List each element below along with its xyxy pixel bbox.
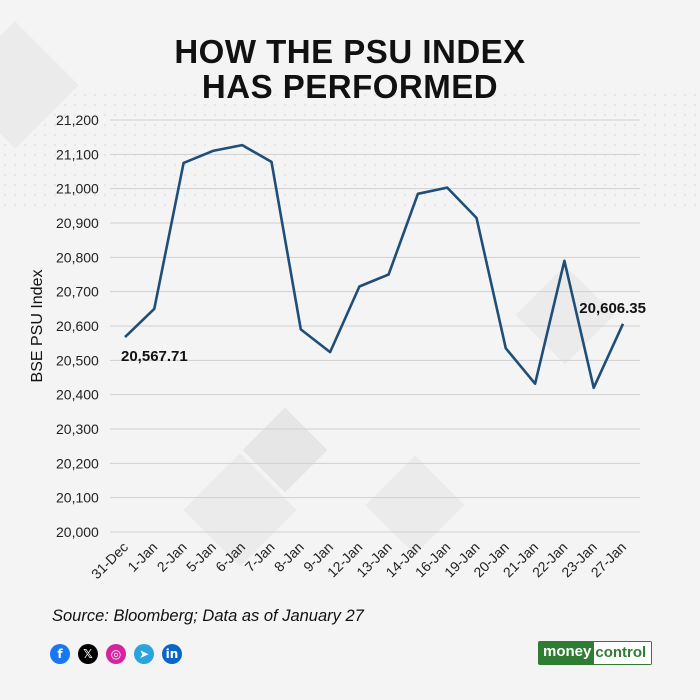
start-value-label: 20,567.71: [121, 348, 188, 365]
linkedin-icon[interactable]: in: [162, 644, 182, 664]
x-icon[interactable]: 𝕏: [78, 644, 98, 664]
title-line-1: HOW THE PSU INDEX: [174, 33, 526, 70]
x-tick-label: 2-Jan: [154, 539, 190, 575]
y-tick-label: 20,300: [56, 421, 99, 437]
y-tick-label: 20,000: [56, 524, 99, 540]
end-value-label: 20,606.35: [579, 300, 646, 317]
y-tick-label: 20,400: [56, 387, 99, 403]
x-tick-label: 8-Jan: [271, 539, 307, 575]
logo-part-1: money: [538, 641, 595, 665]
y-tick-label: 21,000: [56, 181, 99, 197]
x-tick-label: 1-Jan: [124, 539, 160, 575]
y-tick-label: 20,600: [56, 318, 99, 334]
title-line-2: HAS PERFORMED: [201, 68, 499, 105]
x-tick-label: 7-Jan: [242, 539, 278, 575]
y-tick-label: 20,200: [56, 455, 99, 471]
y-tick-label: 20,500: [56, 352, 99, 368]
background-dots: [0, 90, 700, 210]
y-tick-label: 20,100: [56, 490, 99, 506]
source-note: Source: Bloomberg; Data as of January 27: [52, 607, 364, 625]
x-tick-label: 5-Jan: [183, 539, 219, 575]
facebook-icon[interactable]: f: [50, 644, 70, 664]
telegram-icon[interactable]: ➤: [134, 644, 154, 664]
social-links: f 𝕏 ◎ ➤ in: [50, 644, 182, 664]
y-tick-label: 20,900: [56, 215, 99, 231]
y-tick-label: 21,100: [56, 146, 99, 162]
instagram-icon[interactable]: ◎: [106, 644, 126, 664]
x-tick-label: 31-Dec: [88, 539, 131, 582]
logo-part-2: control: [594, 641, 653, 665]
y-tick-label: 20,700: [56, 284, 99, 300]
chart-title: HOW THE PSU INDEX HAS PERFORMED: [0, 34, 700, 104]
y-tick-label: 21,200: [56, 112, 99, 128]
y-axis-label: BSE PSU Index: [29, 270, 46, 383]
series-line: [124, 143, 625, 390]
y-tick-label: 20,800: [56, 249, 99, 265]
moneycontrol-logo: money control: [538, 641, 653, 665]
x-tick-label: 6-Jan: [212, 539, 248, 575]
